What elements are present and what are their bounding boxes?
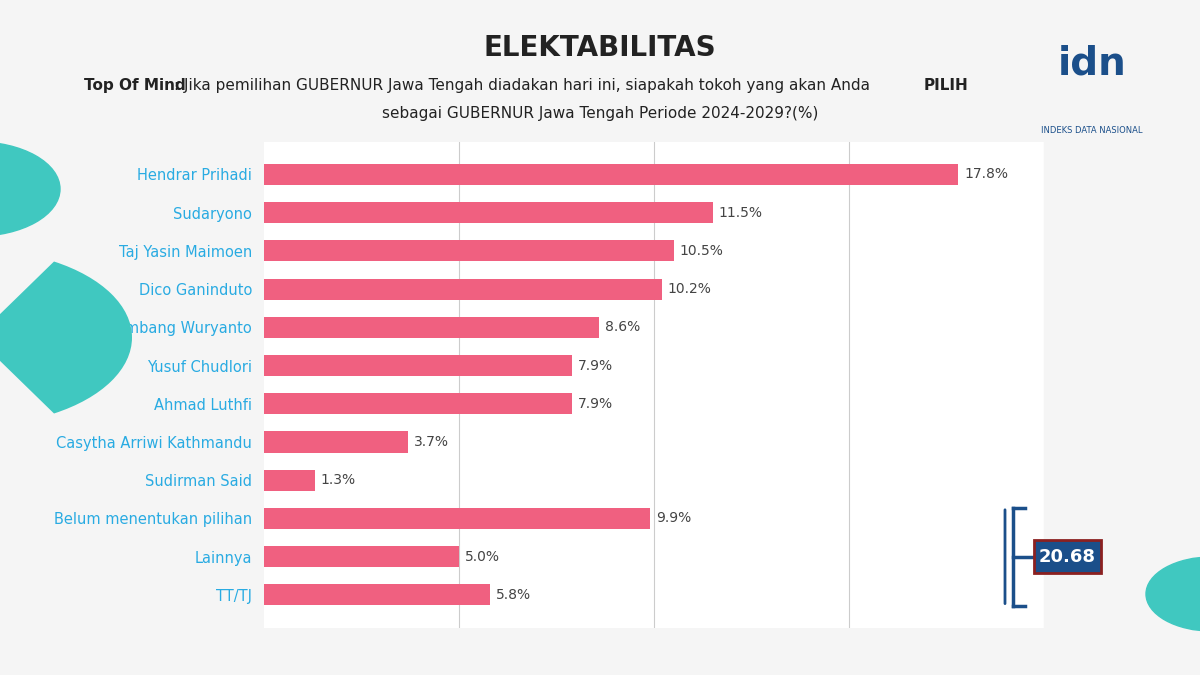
- Bar: [264, 585, 491, 605]
- Bar: [264, 240, 673, 261]
- Text: PILIH: PILIH: [924, 78, 968, 92]
- Bar: [264, 164, 959, 185]
- Bar: [264, 431, 408, 452]
- Bar: [264, 202, 713, 223]
- Text: 8.6%: 8.6%: [605, 321, 641, 334]
- Text: : Jika pemilihan GUBERNUR Jawa Tengah diadakan hari ini, siapakah tokoh yang aka: : Jika pemilihan GUBERNUR Jawa Tengah di…: [174, 78, 875, 92]
- FancyBboxPatch shape: [1034, 540, 1100, 573]
- Text: 7.9%: 7.9%: [578, 397, 613, 411]
- Text: 9.9%: 9.9%: [656, 512, 691, 525]
- Bar: [264, 279, 662, 300]
- Text: idn: idn: [1057, 45, 1127, 82]
- Text: 1.3%: 1.3%: [320, 473, 355, 487]
- Bar: [264, 394, 572, 414]
- Bar: [264, 317, 600, 338]
- Text: INDEKS DATA NASIONAL: INDEKS DATA NASIONAL: [1042, 126, 1142, 135]
- Text: 10.5%: 10.5%: [679, 244, 724, 258]
- Bar: [264, 546, 458, 567]
- Text: 7.9%: 7.9%: [578, 358, 613, 373]
- Text: sebagai GUBERNUR Jawa Tengah Periode 2024-2029?(%): sebagai GUBERNUR Jawa Tengah Periode 202…: [382, 106, 818, 121]
- Text: Top Of Mind: Top Of Mind: [84, 78, 186, 92]
- Text: 3.7%: 3.7%: [414, 435, 449, 449]
- Text: 5.8%: 5.8%: [496, 588, 532, 602]
- Text: 10.2%: 10.2%: [667, 282, 712, 296]
- Text: 5.0%: 5.0%: [464, 549, 500, 564]
- Text: ELEKTABILITAS: ELEKTABILITAS: [484, 34, 716, 61]
- Text: 20.68: 20.68: [1039, 547, 1096, 566]
- Bar: [264, 508, 650, 529]
- Text: 11.5%: 11.5%: [719, 206, 762, 219]
- Bar: [264, 355, 572, 376]
- Text: 17.8%: 17.8%: [964, 167, 1008, 182]
- Bar: [264, 470, 314, 491]
